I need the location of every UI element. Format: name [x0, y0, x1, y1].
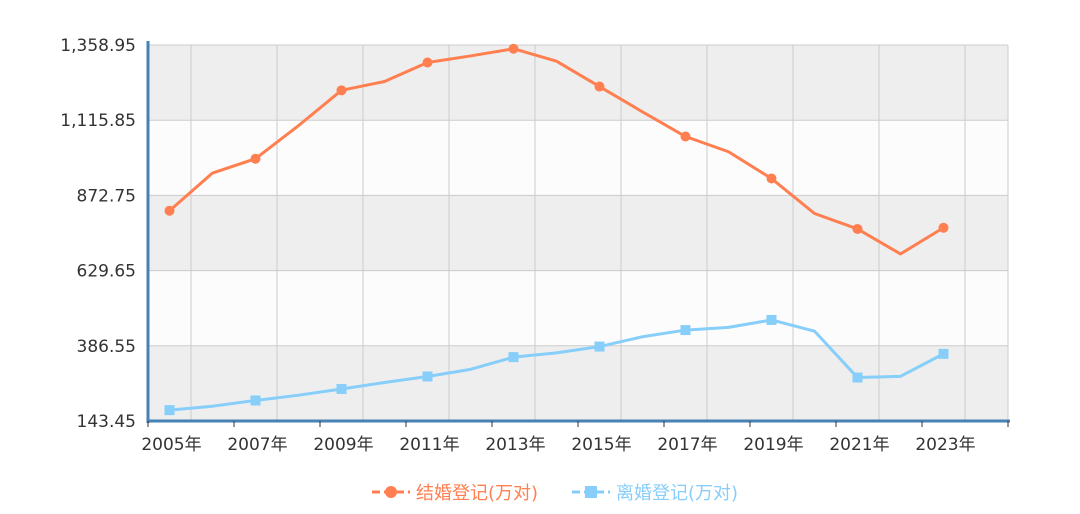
series-line-1 — [169, 318, 945, 412]
legend-circle-icon — [385, 486, 397, 498]
x-tick-label: 2021年 — [829, 435, 889, 455]
data-point-square — [164, 405, 175, 416]
data-point-square — [680, 325, 691, 336]
x-tick-label: 2013年 — [485, 435, 545, 455]
x-tick-label: 2005年 — [141, 435, 201, 455]
y-tick-label: 872.75 — [77, 186, 136, 206]
data-point-square — [250, 395, 261, 406]
legend-label: 结婚登记(万对) — [416, 483, 538, 504]
y-tick-label: 386.55 — [77, 337, 136, 357]
data-point-square — [336, 384, 347, 395]
data-point-square — [508, 352, 519, 363]
x-tick-label: 2017年 — [657, 435, 717, 455]
data-point-circle — [336, 85, 347, 96]
legend-square-icon — [585, 486, 597, 498]
data-point-square — [422, 371, 433, 382]
y-tick-label: 1,115.85 — [60, 111, 136, 131]
data-point-circle — [766, 173, 777, 184]
data-point-circle — [680, 131, 691, 142]
data-point-square — [852, 372, 863, 383]
data-point-circle — [250, 153, 261, 164]
data-point-circle — [594, 81, 605, 92]
data-point-square — [938, 348, 949, 359]
data-point-circle — [508, 43, 519, 54]
x-tick-label: 2009年 — [313, 435, 373, 455]
legend: 结婚登记(万对) 离婚登记(万对) — [372, 483, 738, 504]
y-tick-label: 629.65 — [77, 262, 136, 282]
x-tick-label: 2023年 — [915, 435, 975, 455]
data-point-circle — [422, 57, 433, 68]
x-tick-label: 2011年 — [399, 435, 459, 455]
data-point-circle — [164, 205, 175, 216]
y-tick-label: 1,358.95 — [60, 36, 136, 56]
x-tick-label: 2019年 — [743, 435, 803, 455]
legend-item-1: 离婚登记(万对) — [572, 483, 738, 504]
data-point-square — [594, 341, 605, 352]
data-point-square — [766, 314, 777, 325]
grid-band — [148, 270, 1008, 346]
y-tick-label: 143.45 — [77, 412, 136, 432]
legend-label: 离婚登记(万对) — [616, 483, 738, 504]
series-line-0 — [168, 47, 945, 256]
data-point-circle — [938, 222, 949, 233]
x-tick-label: 2007年 — [227, 435, 287, 455]
grid-band — [148, 345, 1008, 421]
grid-band — [148, 45, 1008, 121]
data-point-circle — [852, 223, 863, 234]
legend-item-0: 结婚登记(万对) — [372, 483, 538, 504]
x-tick-label: 2015年 — [571, 435, 631, 455]
